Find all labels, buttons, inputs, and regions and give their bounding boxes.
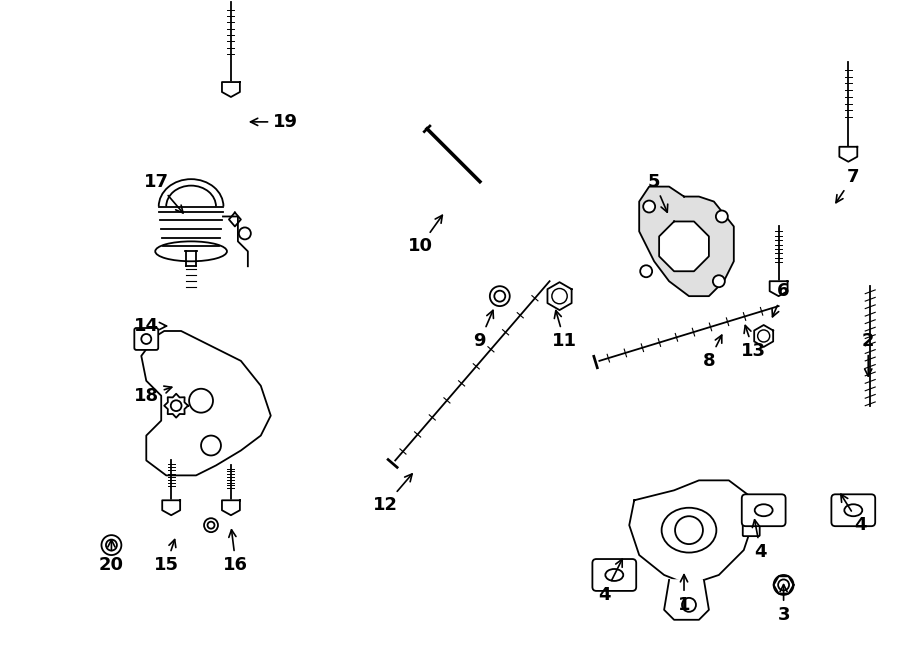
Polygon shape	[664, 580, 709, 620]
Circle shape	[682, 598, 696, 612]
Text: 18: 18	[134, 386, 172, 405]
Polygon shape	[840, 147, 858, 162]
Circle shape	[778, 580, 789, 590]
Circle shape	[490, 286, 509, 306]
Circle shape	[716, 210, 728, 223]
Text: 5: 5	[648, 173, 668, 212]
Text: 4: 4	[752, 520, 767, 561]
Text: 13: 13	[742, 325, 766, 360]
Text: 7: 7	[836, 168, 860, 203]
Circle shape	[171, 401, 182, 411]
Polygon shape	[162, 500, 180, 515]
Text: 6: 6	[772, 282, 790, 317]
Polygon shape	[639, 186, 734, 296]
FancyBboxPatch shape	[592, 559, 636, 591]
Ellipse shape	[155, 241, 227, 261]
Text: 9: 9	[473, 311, 493, 350]
Circle shape	[189, 389, 213, 412]
Text: 16: 16	[223, 529, 248, 574]
FancyBboxPatch shape	[742, 522, 760, 536]
Text: 2: 2	[862, 332, 875, 376]
Ellipse shape	[844, 504, 862, 516]
FancyBboxPatch shape	[134, 328, 158, 350]
Ellipse shape	[755, 504, 772, 516]
Text: 12: 12	[373, 474, 412, 514]
Circle shape	[774, 575, 794, 595]
Text: 3: 3	[778, 584, 790, 624]
Polygon shape	[164, 394, 188, 418]
Circle shape	[208, 522, 214, 529]
Circle shape	[102, 535, 122, 555]
Text: 20: 20	[99, 540, 124, 574]
Text: 11: 11	[552, 311, 577, 350]
Circle shape	[204, 518, 218, 532]
Ellipse shape	[662, 508, 716, 553]
Circle shape	[141, 334, 151, 344]
Polygon shape	[141, 331, 271, 475]
Polygon shape	[659, 221, 709, 271]
Polygon shape	[770, 281, 788, 296]
Circle shape	[640, 265, 652, 277]
Polygon shape	[222, 82, 240, 97]
Text: 14: 14	[134, 317, 166, 335]
Polygon shape	[222, 500, 240, 515]
Text: 15: 15	[154, 539, 179, 574]
FancyBboxPatch shape	[742, 494, 786, 526]
Text: 17: 17	[144, 173, 183, 213]
Text: 4: 4	[841, 494, 867, 534]
Circle shape	[713, 275, 725, 287]
Circle shape	[644, 200, 655, 212]
Circle shape	[106, 539, 117, 551]
Text: 1: 1	[678, 574, 690, 614]
Text: 8: 8	[703, 335, 722, 370]
Circle shape	[675, 516, 703, 544]
Text: 10: 10	[408, 215, 442, 255]
Circle shape	[201, 436, 221, 455]
Circle shape	[494, 291, 505, 301]
Text: 4: 4	[598, 559, 622, 604]
Circle shape	[758, 330, 770, 342]
Circle shape	[552, 288, 567, 304]
Polygon shape	[754, 325, 773, 347]
Ellipse shape	[606, 569, 624, 581]
Polygon shape	[629, 481, 753, 585]
FancyBboxPatch shape	[832, 494, 875, 526]
Text: 19: 19	[250, 113, 298, 131]
Polygon shape	[547, 282, 572, 310]
Circle shape	[238, 227, 251, 239]
